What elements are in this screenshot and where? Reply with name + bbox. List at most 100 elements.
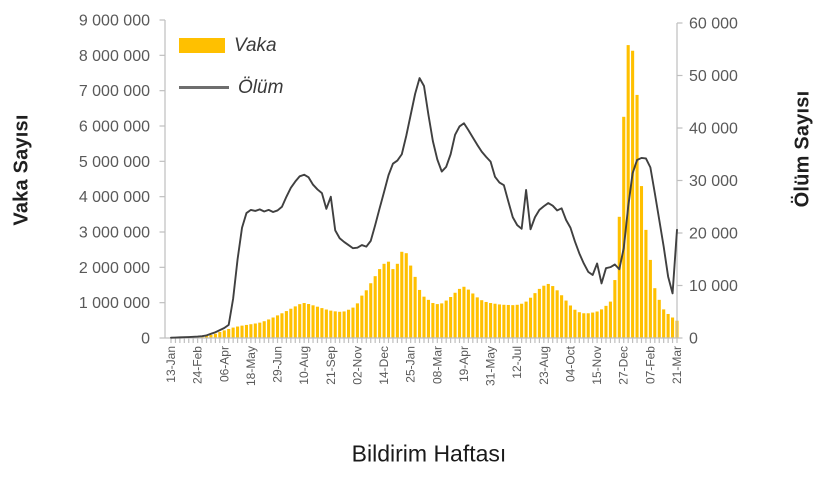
- case-bar: [595, 311, 599, 338]
- case-bar: [249, 324, 253, 338]
- case-bar: [662, 309, 666, 338]
- case-bar: [418, 289, 422, 338]
- case-bar: [373, 276, 377, 338]
- case-bar: [528, 297, 533, 338]
- svg-text:15-Nov: 15-Nov: [590, 346, 604, 385]
- case-bar: [378, 269, 382, 338]
- case-bar: [444, 300, 448, 338]
- case-bar: [386, 261, 391, 338]
- svg-text:21-Mar: 21-Mar: [670, 346, 684, 384]
- case-bar: [493, 303, 497, 338]
- case-bar: [666, 313, 670, 338]
- left-axis-title: Vaka Sayısı: [10, 114, 33, 226]
- case-bar: [582, 313, 586, 338]
- case-bar: [653, 288, 657, 338]
- vaka-bar-swatch-icon: [179, 37, 225, 53]
- case-bar: [457, 288, 462, 338]
- case-bar: [617, 216, 621, 338]
- case-bar: [311, 305, 315, 338]
- svg-text:18-May: 18-May: [244, 346, 258, 386]
- case-bar: [404, 253, 408, 338]
- case-bar: [244, 324, 249, 338]
- case-bar: [648, 259, 652, 338]
- case-bar: [577, 312, 581, 338]
- case-bar: [409, 265, 413, 338]
- case-bar: [466, 289, 470, 338]
- case-bar: [520, 303, 524, 338]
- svg-text:08-Mar: 08-Mar: [430, 346, 444, 384]
- svg-text:04-Oct: 04-Oct: [563, 345, 577, 382]
- cases-bars: [169, 45, 679, 339]
- case-bar: [604, 305, 608, 338]
- case-bar: [435, 304, 439, 338]
- case-bar: [639, 186, 644, 338]
- case-bar: [324, 309, 328, 338]
- svg-text:31-May: 31-May: [484, 346, 498, 386]
- svg-text:25-Jan: 25-Jan: [404, 346, 418, 383]
- right-axis-title: Ölüm Sayısı: [791, 90, 814, 208]
- case-bar: [568, 305, 573, 338]
- svg-text:4 000 000: 4 000 000: [79, 189, 150, 206]
- case-bar: [253, 323, 257, 338]
- case-bar: [231, 327, 235, 338]
- case-bar: [346, 309, 351, 338]
- case-bar: [560, 295, 564, 338]
- svg-text:27-Dec: 27-Dec: [617, 346, 631, 385]
- case-bar: [440, 303, 444, 338]
- svg-text:3 000 000: 3 000 000: [79, 225, 150, 242]
- case-bar: [289, 308, 293, 338]
- svg-text:10-Aug: 10-Aug: [297, 346, 311, 385]
- case-bar: [586, 313, 590, 338]
- olum-line-swatch-icon: [179, 85, 229, 89]
- x-axis-tick-labels: 13-Jan 24-Feb 06-Apr 18-May 29-Jun 10-Aug 21-S…: [164, 345, 684, 386]
- case-bar: [608, 301, 612, 338]
- svg-text:30 000: 30 000: [689, 173, 738, 190]
- case-bar: [222, 330, 226, 338]
- case-bar: [280, 313, 284, 338]
- case-bar: [329, 310, 333, 338]
- case-bar: [351, 307, 355, 338]
- case-bar: [364, 290, 368, 338]
- legend: Vaka Ölüm: [179, 31, 283, 101]
- svg-text:13-Jan: 13-Jan: [164, 346, 178, 383]
- case-bar: [453, 292, 457, 338]
- svg-text:5 000 000: 5 000 000: [79, 154, 150, 171]
- case-bar: [475, 297, 479, 338]
- svg-text:23-Aug: 23-Aug: [537, 346, 551, 385]
- case-bar: [391, 269, 395, 338]
- case-bar: [338, 311, 342, 338]
- case-bar: [200, 336, 204, 338]
- svg-text:0: 0: [689, 331, 698, 348]
- svg-text:7 000 000: 7 000 000: [79, 83, 150, 100]
- case-bar: [462, 286, 466, 338]
- case-bar: [511, 305, 515, 338]
- svg-text:1 000 000: 1 000 000: [79, 295, 150, 312]
- svg-text:12-Jul: 12-Jul: [510, 346, 524, 379]
- case-bar: [262, 321, 266, 338]
- deaths-line: [170, 77, 678, 339]
- case-bar: [564, 300, 568, 338]
- case-bar: [218, 331, 222, 338]
- case-bar: [302, 303, 306, 338]
- x-axis-title: Bildirim Haftası: [351, 440, 507, 467]
- case-bar: [506, 304, 510, 338]
- case-bar: [422, 296, 426, 338]
- case-bar: [489, 303, 493, 338]
- case-bar: [400, 251, 404, 338]
- case-bar: [484, 301, 488, 338]
- case-bar: [227, 328, 231, 338]
- case-bar: [342, 311, 346, 338]
- legend-label-olum: Ölüm: [238, 76, 284, 98]
- case-bar: [315, 306, 320, 338]
- case-bar: [626, 45, 630, 339]
- case-bar: [275, 315, 280, 338]
- svg-text:6 000 000: 6 000 000: [79, 119, 150, 136]
- case-bar: [497, 304, 502, 338]
- case-bar: [613, 280, 617, 338]
- case-bar: [284, 311, 288, 338]
- case-bar: [537, 288, 541, 338]
- case-bar: [395, 263, 399, 338]
- svg-text:8 000 000: 8 000 000: [79, 48, 150, 65]
- svg-text:40 000: 40 000: [689, 121, 738, 138]
- case-bar: [240, 325, 244, 338]
